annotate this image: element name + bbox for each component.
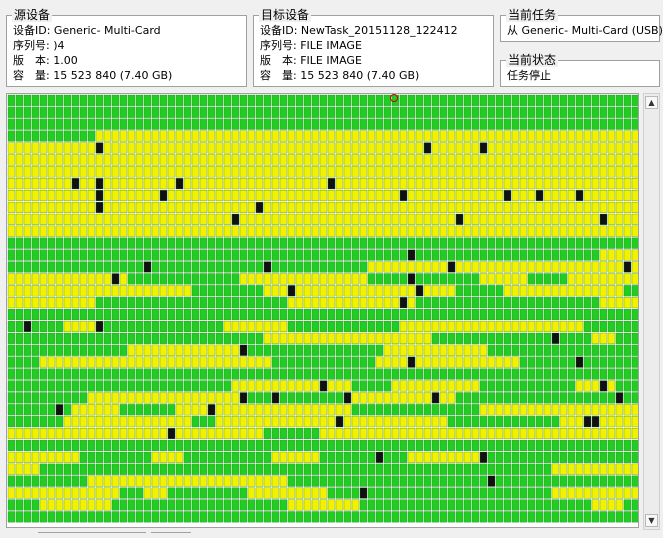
current-task-panel: 当前任务 从 Generic- Multi-Card (USB) [500, 8, 663, 42]
current-task-value: 从 Generic- Multi-Card (USB) [507, 24, 663, 37]
target-device-panel: 目标设备 设备ID: NewTask_20151128_122412 序列号: … [253, 8, 494, 87]
source-version-value: 1.00 [53, 54, 78, 67]
target-serial-value: FILE IMAGE [300, 39, 362, 52]
current-status-value: 任务停止 [507, 69, 551, 82]
source-version-label: 版 本: [13, 54, 50, 67]
current-task-title: 当前任务 [506, 8, 559, 22]
bottom-control-stub-2 [151, 532, 191, 538]
source-device-title: 源设备 [12, 8, 53, 22]
source-capacity-label: 容 量: [13, 69, 50, 82]
source-device-panel: 源设备 设备ID: Generic- Multi-Card 序列号: )4 版 … [6, 8, 247, 87]
current-status-title: 当前状态 [506, 53, 559, 67]
source-serial-value: )4 [53, 39, 65, 52]
source-device-id-value: Generic- Multi-Card [53, 24, 161, 37]
sector-map[interactable] [6, 93, 639, 528]
scroll-up-arrow-icon[interactable]: ▲ [645, 96, 658, 109]
source-capacity-value: 15 523 840 (7.40 GB) [53, 69, 173, 82]
target-capacity-label: 容 量: [260, 69, 297, 82]
target-serial-row: 序列号: FILE IMAGE [260, 39, 362, 53]
target-version-value: FILE IMAGE [300, 54, 362, 67]
sector-grid [7, 94, 638, 523]
scroll-down-arrow-icon[interactable]: ▼ [645, 514, 658, 527]
target-device-title: 目标设备 [259, 8, 312, 22]
target-device-id-label: 设备ID: [260, 24, 298, 37]
source-serial-row: 序列号: )4 [13, 39, 65, 53]
source-serial-label: 序列号: [13, 39, 50, 52]
sector-map-scrollbar[interactable]: ▲ ▼ [643, 93, 660, 530]
source-version-row: 版 本: 1.00 [13, 54, 78, 68]
source-device-id-row: 设备ID: Generic- Multi-Card [13, 24, 161, 38]
bottom-control-stub [38, 532, 146, 538]
source-device-id-label: 设备ID: [13, 24, 51, 37]
source-capacity-row: 容 量: 15 523 840 (7.40 GB) [13, 69, 172, 83]
target-device-id-value: NewTask_20151128_122412 [300, 24, 458, 37]
current-status-panel: 当前状态 任务停止 [500, 53, 660, 87]
target-device-id-row: 设备ID: NewTask_20151128_122412 [260, 24, 458, 38]
target-version-row: 版 本: FILE IMAGE [260, 54, 362, 68]
target-capacity-value: 15 523 840 (7.40 GB) [300, 69, 420, 82]
current-position-marker [390, 94, 398, 102]
target-serial-label: 序列号: [260, 39, 297, 52]
target-capacity-row: 容 量: 15 523 840 (7.40 GB) [260, 69, 419, 83]
target-version-label: 版 本: [260, 54, 297, 67]
